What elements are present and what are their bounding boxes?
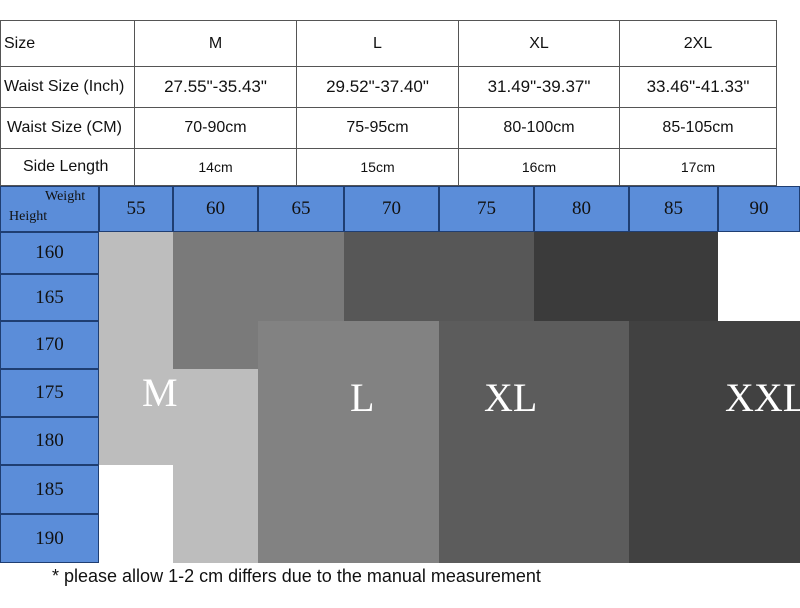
size-label-xxl: XXL [725, 375, 800, 420]
height-header-cell: 170 [0, 321, 99, 369]
height-header-cell: 185 [0, 465, 99, 514]
table-cell: 33.46"-41.33" [619, 66, 777, 108]
height-header-cell: 175 [0, 369, 99, 417]
table-row: Size M L XL 2XL [0, 20, 777, 67]
weight-header-cell: 65 [258, 186, 344, 232]
table-cell: 27.55"-35.43" [134, 66, 297, 108]
weight-header-cell: 60 [173, 186, 258, 232]
weight-header-cell: 70 [344, 186, 439, 232]
height-header-cell: 160 [0, 232, 99, 274]
table-cell: 31.49"-39.37" [458, 66, 620, 108]
table-cell: 16cm [458, 148, 620, 186]
table-header-size: Size [0, 20, 135, 67]
table-cell: 17cm [619, 148, 777, 186]
table-row: Side Length 14cm 15cm 16cm 17cm [0, 148, 777, 186]
chart-corner: Weight Height [0, 186, 99, 232]
table-header-l: L [296, 20, 459, 67]
table-cell: 29.52"-37.40" [296, 66, 459, 108]
weight-header-cell: 55 [99, 186, 173, 232]
size-label-m: M [142, 370, 178, 415]
height-header-cell: 165 [0, 274, 99, 321]
table-cell: 80-100cm [458, 107, 620, 149]
table-row: Waist Size (Inch) 27.55"-35.43" 29.52"-3… [0, 66, 777, 108]
table-cell: 75-95cm [296, 107, 459, 149]
weight-header-cell: 75 [439, 186, 534, 232]
region-m [99, 369, 258, 465]
region-blank [718, 232, 800, 321]
region-xl [439, 321, 629, 563]
table-cell: 14cm [134, 148, 297, 186]
region-m [173, 465, 258, 563]
size-table: Size M L XL 2XL Waist Size (Inch) 27.55"… [0, 20, 777, 186]
table-header-xl: XL [458, 20, 620, 67]
weight-axis-label: Weight [45, 189, 86, 204]
table-row: Waist Size (CM) 70-90cm 75-95cm 80-100cm… [0, 107, 777, 149]
region-xxl [629, 321, 800, 563]
table-cell: Waist Size (Inch) [0, 66, 135, 108]
table-cell: Waist Size (CM) [0, 107, 135, 149]
region-blank [99, 465, 173, 563]
table-cell: 15cm [296, 148, 459, 186]
table-cell: 70-90cm [134, 107, 297, 149]
size-label-l: L [350, 375, 375, 420]
region-l [258, 321, 439, 563]
height-axis-label: Height [9, 209, 48, 224]
table-header-m: M [134, 20, 297, 67]
weight-header-cell: 90 [718, 186, 800, 232]
size-label-xl: XL [484, 375, 538, 420]
height-header-cell: 180 [0, 417, 99, 465]
height-header-cell: 190 [0, 514, 99, 563]
table-cell: Side Length [0, 148, 135, 186]
table-cell: 85-105cm [619, 107, 777, 149]
table-header-2xl: 2XL [619, 20, 777, 67]
region-xxl [534, 232, 718, 321]
weight-header-cell: 85 [629, 186, 718, 232]
region-xl [344, 232, 534, 321]
weight-header-cell: 80 [534, 186, 629, 232]
footnote: * please allow 1-2 cm differs due to the… [52, 566, 541, 586]
fit-chart: Weight Height 55 60 65 70 75 80 85 90 16… [0, 186, 800, 563]
